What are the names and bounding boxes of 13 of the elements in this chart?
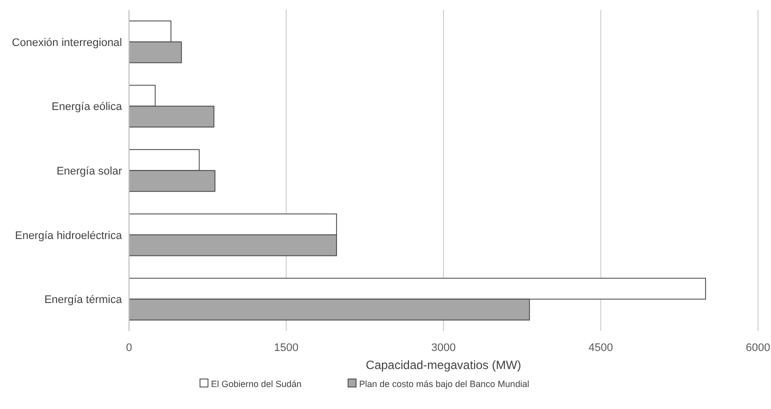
y-tick-label: Energía hidroeléctrica <box>14 230 123 242</box>
legend-label: El Gobierno del Sudán <box>211 379 302 389</box>
legend-label: Plan de costo más bajo del Banco Mundial <box>359 379 530 389</box>
x-tick-label: 1500 <box>274 342 298 354</box>
x-axis-title: Capacidad-megavatios (MW) <box>366 358 522 372</box>
y-tick-label: Energía eólica <box>52 101 123 114</box>
x-tick-label: 4500 <box>588 342 613 354</box>
y-tick-label: Energía solar <box>56 166 122 178</box>
x-tick-label: 0 <box>126 342 132 354</box>
y-tick-label: Conexión interregional <box>12 36 122 49</box>
x-tick-label: 6000 <box>746 342 770 354</box>
y-tick-label: Energía térmica <box>44 294 123 306</box>
x-tick-label: 3000 <box>431 342 456 354</box>
